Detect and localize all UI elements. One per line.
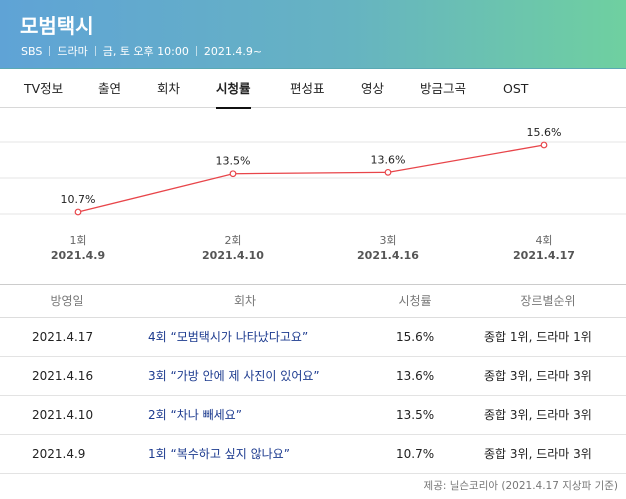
row-rank: 종합 3위, 드라마 3위 xyxy=(484,447,592,461)
data-label: 13.6% xyxy=(371,153,406,166)
data-point[interactable] xyxy=(229,170,237,178)
row-rating: 10.7% xyxy=(396,447,435,461)
x-tick-label: 4회 2021.4.17 xyxy=(513,234,575,262)
tab-episodes[interactable]: 회차 xyxy=(157,81,181,96)
row-date: 2021.4.16 xyxy=(32,369,94,383)
program-header: 모범택시 SBS 드라마 금, 토 오후 10:00 2021.4.9~ xyxy=(0,0,626,69)
tab-cast[interactable]: 출연 xyxy=(98,81,122,96)
header-air-date: 방영일 xyxy=(50,294,84,308)
header-genre-rank: 장르별순위 xyxy=(520,294,576,308)
meta-channel: SBS xyxy=(21,45,43,58)
data-label: 13.5% xyxy=(216,155,251,168)
data-source-note: 제공: 닐슨코리아 (2021.4.17 지상파 기준) xyxy=(423,480,618,492)
row-episode-link[interactable]: 1회 “복수하고 싶지 않나요” xyxy=(148,447,290,461)
meta-genre: 드라마 xyxy=(57,45,88,58)
row-rating: 15.6% xyxy=(396,330,435,344)
data-label: 10.7% xyxy=(61,193,96,206)
row-rank: 종합 3위, 드라마 3위 xyxy=(484,369,592,383)
header-episode: 회차 xyxy=(233,294,257,308)
tab-bar: TV정보 출연 회차 시청률 편성표 영상 방금그곡 OST xyxy=(0,70,626,109)
tab-ratings[interactable]: 시청률 xyxy=(216,70,251,109)
x-tick-label: 1회 2021.4.9 xyxy=(50,234,106,262)
tab-video[interactable]: 영상 xyxy=(361,81,385,96)
ratings-chart: 10.7% 13.5% 13.6% 15.6% 1회 2021.4.9 2회 2021.4… xyxy=(0,110,626,270)
meta-divider xyxy=(195,46,197,56)
row-rank: 종합 1위, 드라마 1위 xyxy=(484,330,592,344)
row-episode-link[interactable]: 2회 “차나 빼세요” xyxy=(148,408,242,422)
tab-schedule[interactable]: 편성표 xyxy=(290,81,325,96)
table-row: 2021.4.9 1회 “복수하고 싶지 않나요” 10.7% 종합 3위, 드… xyxy=(0,435,626,474)
row-episode-link[interactable]: 3회 “가방 안에 제 사진이 있어요” xyxy=(148,369,320,383)
row-episode-link[interactable]: 4회 “모범택시가 나타났다고요” xyxy=(148,330,309,344)
row-date: 2021.4.10 xyxy=(32,408,94,422)
data-point[interactable] xyxy=(540,141,548,149)
x-tick-label: 3회 2021.4.16 xyxy=(357,234,419,262)
meta-divider xyxy=(49,46,51,56)
row-rating: 13.6% xyxy=(396,369,435,383)
table-row: 2021.4.10 2회 “차나 빼세요” 13.5% 종합 3위, 드라마 3… xyxy=(0,396,626,435)
tab-song-search[interactable]: 방금그곡 xyxy=(420,81,467,96)
program-meta: SBS 드라마 금, 토 오후 10:00 2021.4.9~ xyxy=(21,43,262,59)
table-row: 2021.4.17 4회 “모범택시가 나타났다고요” 15.6% 종합 1위,… xyxy=(0,318,626,357)
row-rank: 종합 3위, 드라마 3위 xyxy=(484,408,592,422)
tab-tv-info[interactable]: TV정보 xyxy=(24,81,64,96)
program-title[interactable]: 모범택시 xyxy=(20,14,94,38)
table-row: 2021.4.16 3회 “가방 안에 제 사진이 있어요” 13.6% 종합 … xyxy=(0,357,626,396)
row-rating: 13.5% xyxy=(396,408,435,422)
ratings-line-chart: 10.7% 13.5% 13.6% 15.6% xyxy=(0,126,626,216)
data-point[interactable] xyxy=(384,168,392,176)
tab-ost[interactable]: OST xyxy=(503,81,529,96)
meta-start-date: 2021.4.9~ xyxy=(203,45,263,58)
row-date: 2021.4.17 xyxy=(32,330,94,344)
meta-airtime: 금, 토 오후 10:00 xyxy=(102,45,189,58)
data-point[interactable] xyxy=(74,208,82,216)
header-rating: 시청률 xyxy=(398,294,432,308)
table-header: 방영일 회차 시청률 장르별순위 xyxy=(0,284,626,318)
meta-divider xyxy=(94,46,96,56)
data-label: 15.6% xyxy=(527,126,562,139)
series-line xyxy=(77,144,545,213)
row-date: 2021.4.9 xyxy=(32,447,86,461)
x-tick-label: 2회 2021.4.10 xyxy=(202,234,264,262)
